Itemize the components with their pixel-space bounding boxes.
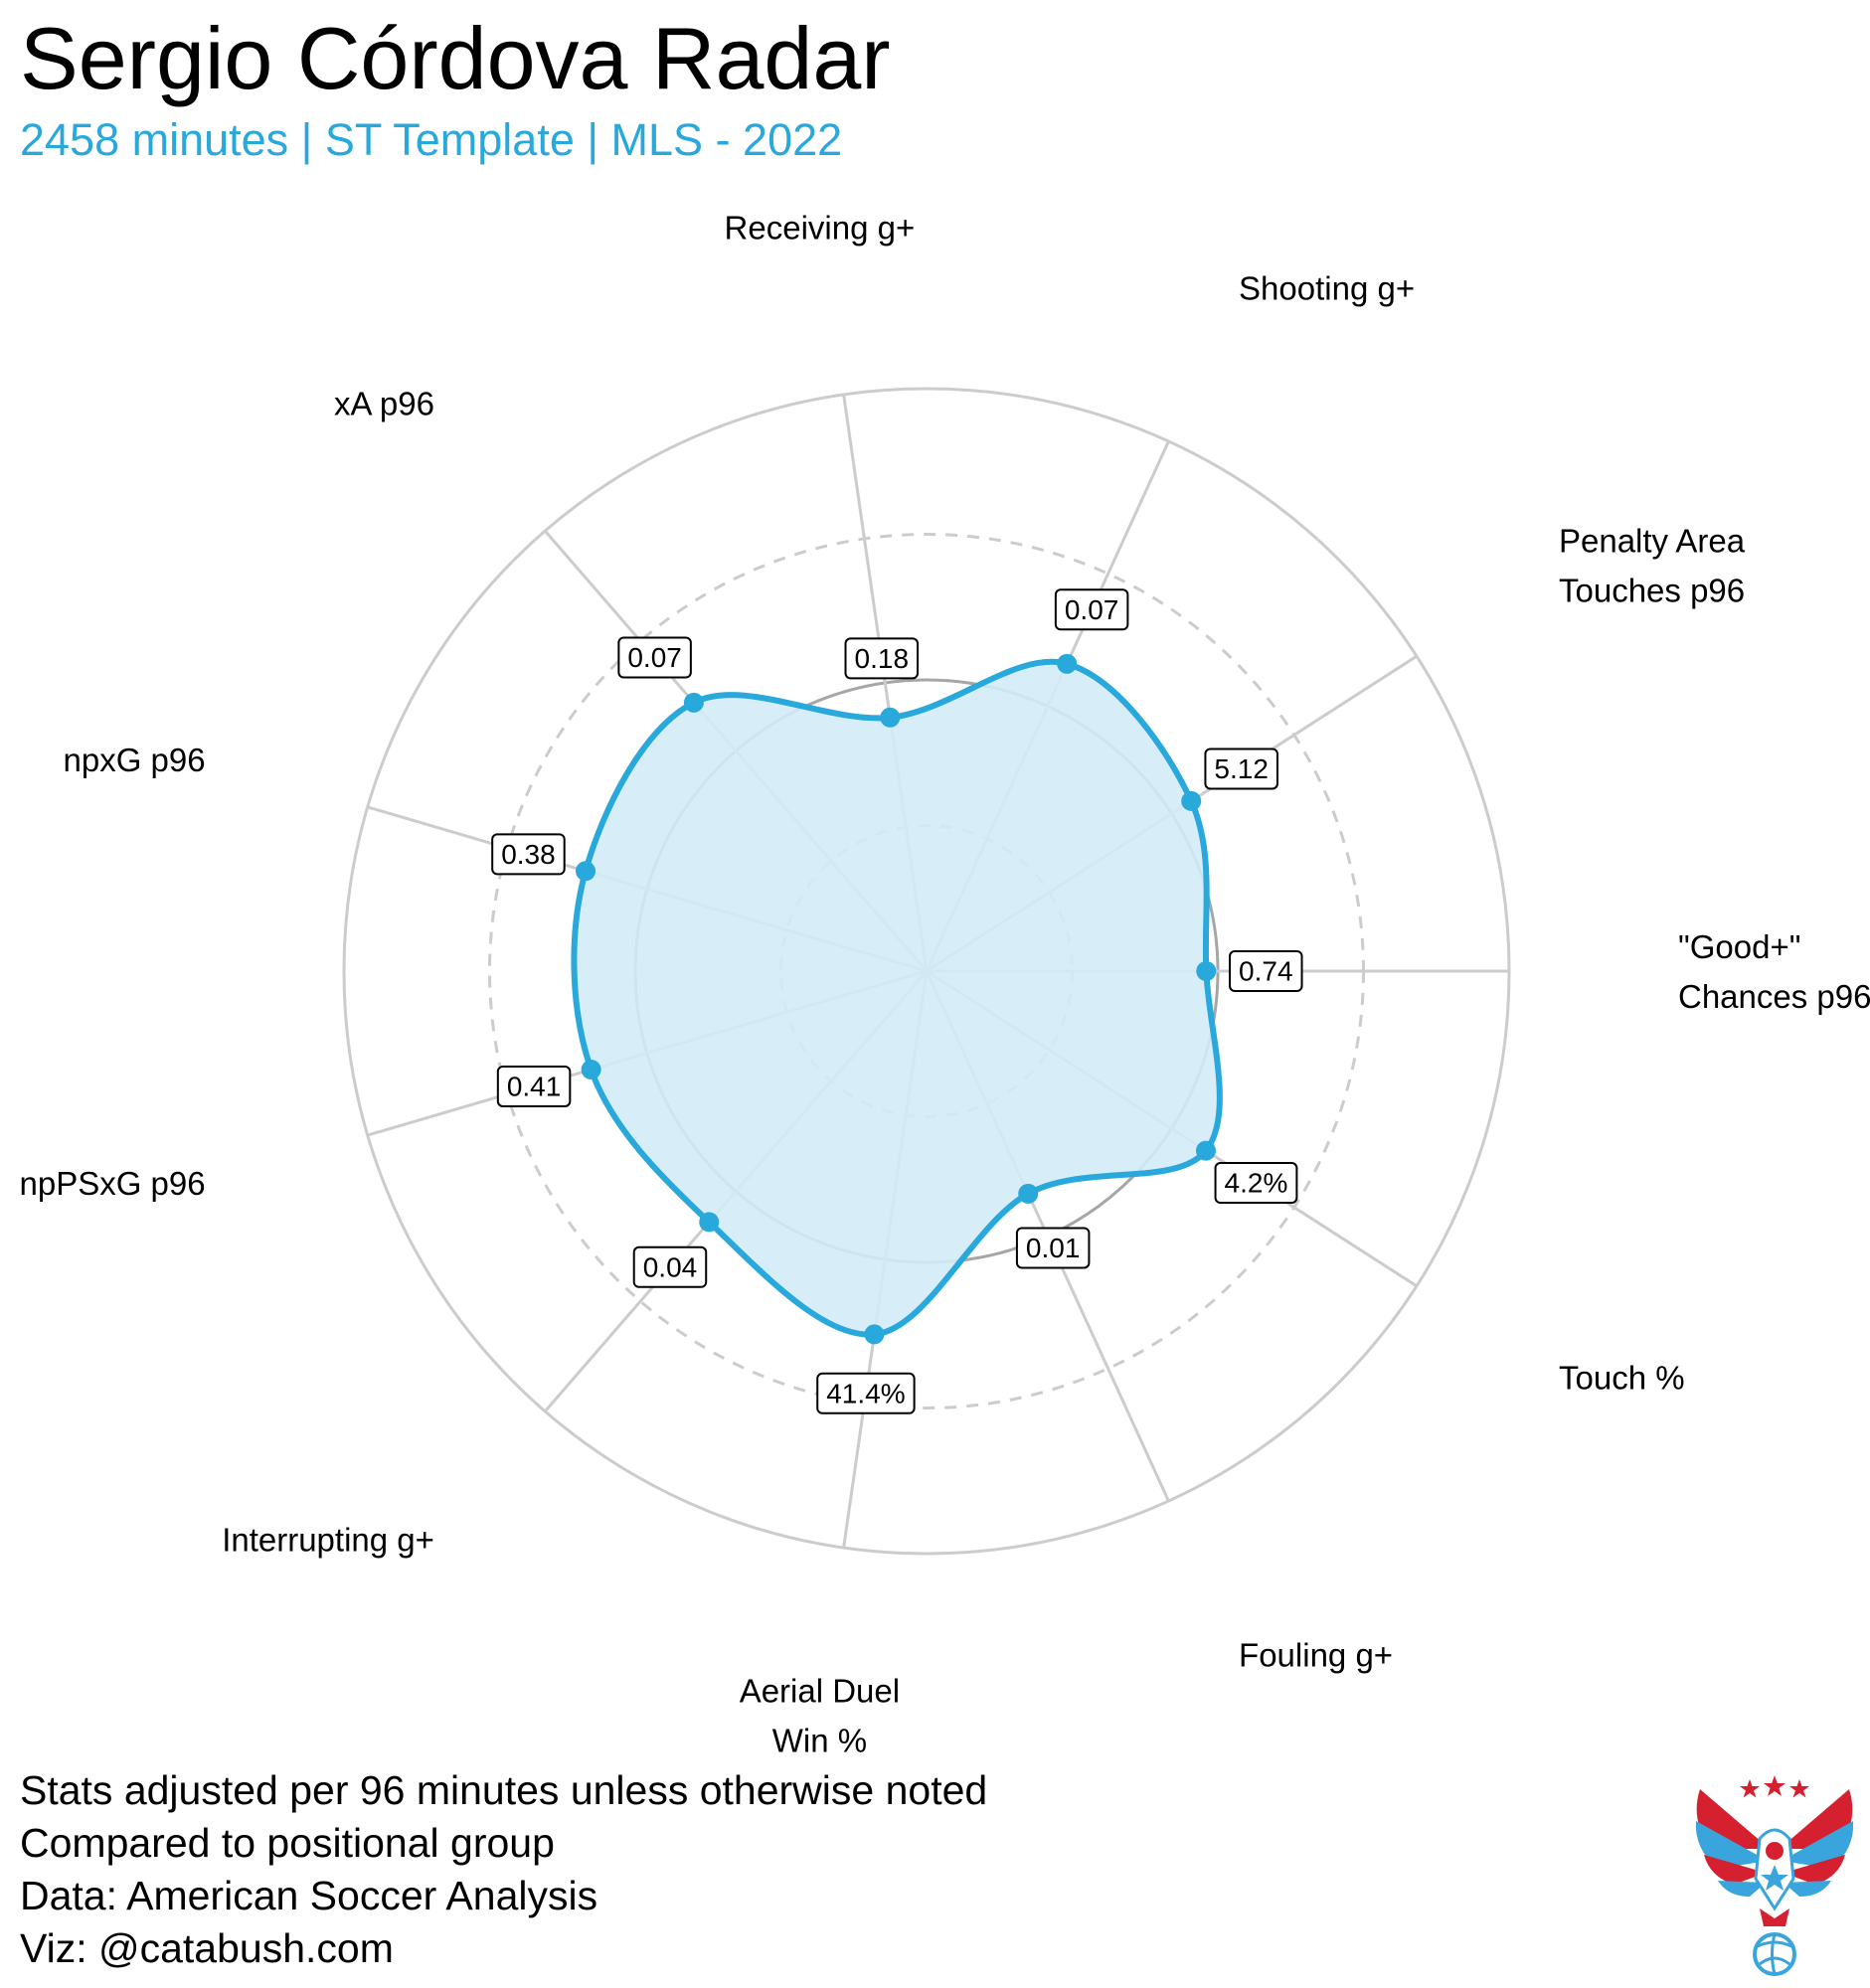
data-point [880,707,901,728]
eagle-soccer-ball-icon [1695,1775,1854,1976]
axis-label: Aerial Duel Win % [740,1672,900,1758]
axis-label-line: Aerial Duel [740,1672,900,1709]
value-label: 4.2% [1214,1162,1298,1205]
axis-label-line: Penalty Area [1559,522,1746,559]
axis-label-line: npxG p96 [64,742,206,778]
value-label-text: 41.4% [826,1378,905,1408]
value-label: 0.07 [617,636,692,679]
value-label: 41.4% [816,1372,916,1414]
value-label: 0.04 [632,1245,708,1288]
axis-label: Shooting g+ [1239,269,1415,306]
data-point [699,1212,720,1233]
value-label: 0.01 [1015,1227,1091,1269]
value-label-box [816,1372,916,1414]
axis-label: Fouling g+ [1239,1636,1393,1673]
axis-label-line: Fouling g+ [1239,1636,1393,1673]
axis-label: xA p96 [334,385,434,421]
value-label-box [844,637,920,680]
axis-label: "Good+" Chances p96 [1678,928,1870,1015]
value-label: 0.74 [1229,950,1303,992]
value-label-text: 0.41 [507,1071,562,1101]
data-point [1196,961,1217,981]
footer-note: Viz: @catabush.com [20,1925,394,1971]
value-label-box [496,1065,572,1107]
value-label: 5.12 [1204,747,1278,790]
axis-label-line: "Good+" [1678,928,1800,965]
footer-note: Compared to positional group [20,1820,555,1866]
value-label-box [632,1245,708,1288]
value-label-box [1054,588,1129,631]
axis-label: Touch % [1559,1359,1685,1396]
radar-value-labels: 0.74 5.12 0.07 0.18 0.07 0.38 0.41 0.04 41.4% 0.0… [491,588,1303,1414]
axis-label: Penalty Area Touches p96 [1559,522,1746,608]
data-point [576,861,596,882]
footer-note: Stats adjusted per 96 minutes unless oth… [20,1767,988,1813]
footer-notes: Stats adjusted per 96 minutes unless oth… [20,1764,987,1975]
value-label: 0.41 [496,1065,572,1107]
chart-title: Sergio Córdova Radar [20,9,891,107]
data-point [1181,790,1202,811]
footer-note: Data: American Soccer Analysis [20,1873,598,1918]
data-point [683,692,704,713]
axis-label-line: Shooting g+ [1239,269,1415,306]
axis-label-line: Interrupting g+ [222,1521,434,1558]
axis-label: npPSxG p96 [19,1164,205,1201]
value-label: 0.38 [491,833,566,876]
data-point [1018,1183,1039,1204]
value-label-text: 4.2% [1225,1168,1288,1199]
axis-label: Receiving g+ [725,209,916,246]
value-label-text: 0.18 [855,643,910,674]
value-label-box [1229,950,1303,992]
value-label: 0.07 [1054,588,1129,631]
data-point [581,1060,601,1080]
value-label-text: 0.74 [1239,956,1293,987]
value-label: 0.18 [844,637,920,680]
value-label-text: 0.38 [501,839,556,870]
value-label-text: 5.12 [1214,753,1269,784]
axis-label-line: Touches p96 [1559,572,1745,608]
value-label-box [1204,747,1278,790]
radar-axis-labels: "Good+" Chances p96 Penalty Area Touches p9… [19,209,1870,1758]
value-label-box [1015,1227,1091,1269]
value-label-text: 0.07 [1065,594,1119,625]
axis-label: npxG p96 [64,742,206,778]
value-label-box [617,636,692,679]
chart-subtitle: 2458 minutes | ST Template | MLS - 2022 [20,114,843,165]
axis-label: Interrupting g+ [222,1521,434,1558]
data-point [1195,1140,1216,1161]
axis-label-line: Receiving g+ [725,209,916,246]
axis-label-line: Chances p96 [1678,978,1870,1015]
data-point [864,1324,885,1345]
axis-label-line: xA p96 [334,385,434,421]
value-label-text: 0.04 [643,1251,698,1282]
radar-area [571,658,1223,1338]
axis-label-line: Win % [772,1722,867,1758]
radar-points [576,653,1217,1345]
data-point [1057,653,1078,674]
value-label-box [1214,1162,1298,1205]
axis-label-line: npPSxG p96 [19,1164,205,1201]
value-label-box [491,833,566,876]
value-label-text: 0.01 [1026,1233,1081,1263]
value-label-text: 0.07 [627,642,682,673]
radar-shape [571,658,1223,1338]
axis-label-line: Touch % [1559,1359,1685,1396]
